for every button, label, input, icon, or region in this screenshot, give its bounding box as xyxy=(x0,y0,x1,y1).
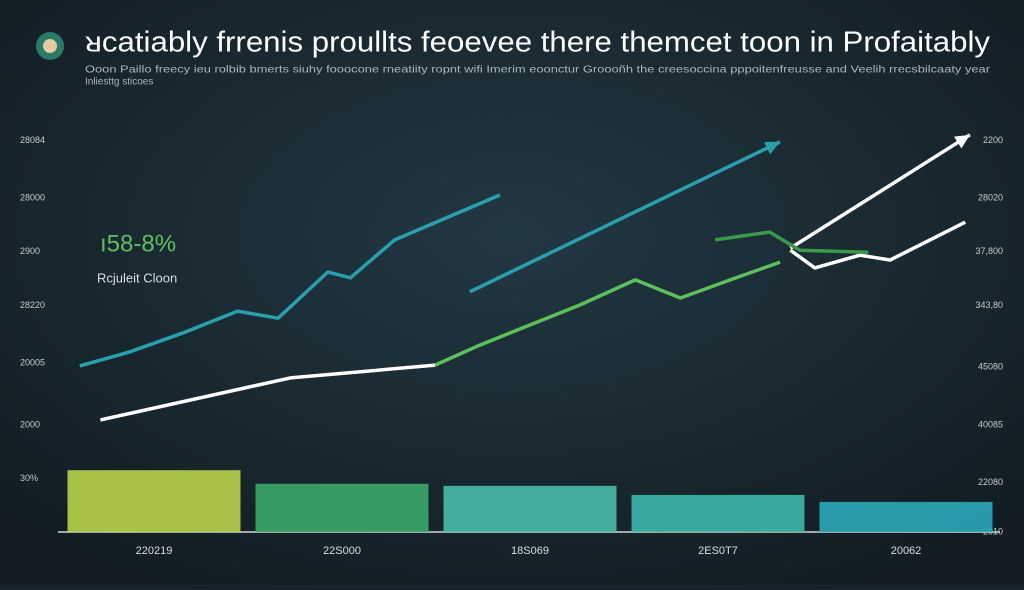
y-tick-label: 30% xyxy=(20,473,38,483)
y-tick-label: 2900 xyxy=(20,246,40,256)
x-tick-label: 20062 xyxy=(891,545,922,557)
annotation: ı58-8% xyxy=(100,230,176,257)
line xyxy=(469,140,781,294)
bar xyxy=(67,470,241,532)
y-tick-label: 28220 xyxy=(20,300,45,310)
line xyxy=(434,260,781,367)
y2-tick-label: 2200 xyxy=(983,135,1003,145)
arrow-head xyxy=(954,134,970,149)
annotation: Rcjuleit Cloon xyxy=(97,270,177,285)
y2-tick-label: 45080 xyxy=(978,362,1003,372)
subtitle: Ooon Paillo freecy ieu rolbib bmerts siu… xyxy=(85,65,991,76)
y2-tick-label: 22080 xyxy=(978,477,1003,487)
y2-tick-label: 28020 xyxy=(978,193,1003,203)
y-tick-label: 2000 xyxy=(20,419,40,429)
y2-tick-label: 343,80 xyxy=(975,300,1003,310)
y-tick-label: 28084 xyxy=(20,135,45,145)
line xyxy=(100,363,436,422)
y-tick-label: 20005 xyxy=(20,357,45,367)
y2-tick-label: 37,800 xyxy=(975,246,1003,256)
line xyxy=(789,133,971,250)
x-tick-label: 18S069 xyxy=(511,545,549,557)
x-tick-label: 220219 xyxy=(136,545,173,557)
line xyxy=(714,230,869,255)
y2-tick-label: 40085 xyxy=(978,419,1003,429)
bar xyxy=(255,483,429,532)
x-tick-label: 22S000 xyxy=(323,545,361,557)
y-tick-label: 28000 xyxy=(20,193,45,203)
bar xyxy=(443,485,617,532)
chart-title: ᴚcatiably frrenis proullts feoevee there… xyxy=(85,27,991,59)
line xyxy=(79,193,501,368)
arrow-head xyxy=(764,141,781,155)
line xyxy=(789,220,967,270)
subtitle: Inliesttg sticoes xyxy=(85,77,153,88)
x-tick-label: 2ES0T7 xyxy=(698,545,738,557)
y2-tick-label: 2010 xyxy=(983,526,1003,536)
logo-inner xyxy=(43,39,57,53)
bar xyxy=(631,494,805,532)
bar xyxy=(819,501,993,532)
